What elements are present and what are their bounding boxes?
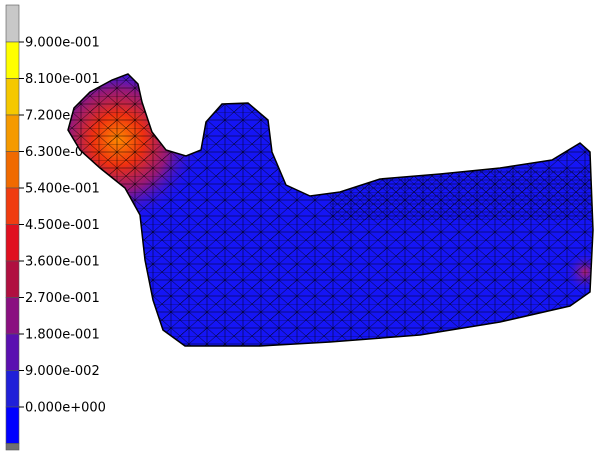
legend-label: 5.400e-001 <box>25 182 100 197</box>
legend-label: 0.000e+000 <box>25 401 106 416</box>
legend-label: 1.800e-001 <box>25 328 100 343</box>
legend-swatch <box>6 407 19 444</box>
legend-swatch <box>6 79 19 116</box>
legend-swatch <box>6 334 19 371</box>
legend-label: 9.000e-002 <box>25 364 100 379</box>
legend-label: 4.500e-001 <box>25 218 100 233</box>
legend-label: 8.100e-001 <box>25 72 100 87</box>
legend-swatch <box>6 5 19 42</box>
mandible-model <box>60 70 596 355</box>
legend-label: 3.600e-001 <box>25 255 100 270</box>
legend-swatch <box>6 115 19 152</box>
legend-label: 2.700e-001 <box>25 291 100 306</box>
legend-swatch <box>6 371 19 408</box>
legend-swatch <box>6 152 19 189</box>
legend-swatch <box>6 298 19 335</box>
legend-swatch <box>6 42 19 79</box>
legend-swatch <box>6 225 19 262</box>
legend-swatch <box>6 188 19 225</box>
legend-swatch <box>6 261 19 298</box>
viewport: 9.000e-0018.100e-0017.200e-0016.300e-001… <box>0 0 596 451</box>
legend-label: 9.000e-001 <box>25 36 100 51</box>
color-legend: 9.000e-0018.100e-0017.200e-0016.300e-001… <box>6 5 106 450</box>
legend-swatch <box>6 444 19 451</box>
